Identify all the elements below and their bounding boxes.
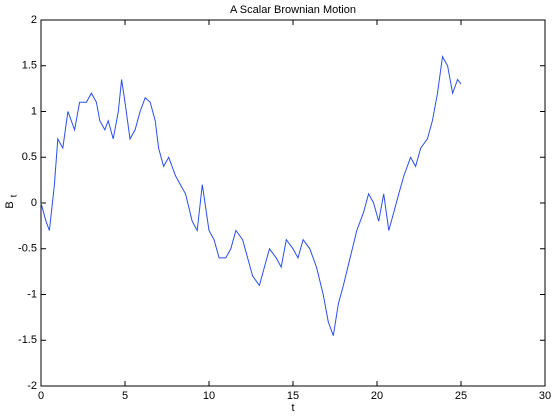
x-tick-label: 30: [539, 390, 551, 402]
plot-area: [40, 19, 546, 387]
y-tick-label: 1.5: [22, 60, 37, 72]
chart-title: A Scalar Brownian Motion: [230, 4, 356, 16]
y-axis-label-sub: t: [8, 194, 18, 197]
x-tick-label: 5: [122, 390, 128, 402]
y-tick-label: -2: [27, 380, 37, 392]
y-tick-label: -0.5: [18, 243, 37, 255]
y-tick-label: 0: [31, 197, 37, 209]
x-tick-label: 20: [371, 390, 383, 402]
line-series: [40, 55, 462, 336]
x-tick-label: 25: [455, 390, 467, 402]
y-tick-label: 2: [31, 14, 37, 26]
x-axis-label: t: [291, 402, 294, 414]
y-axis-label-main: B: [4, 201, 16, 208]
y-tick-label: 1: [31, 105, 37, 117]
x-tick-label: 15: [287, 390, 299, 402]
y-tick-label: -1: [27, 288, 37, 300]
y-tick-label: 0.5: [22, 151, 37, 163]
y-axis-label: B t: [4, 194, 18, 208]
x-tick-label: 0: [38, 390, 44, 402]
x-tick-label: 10: [203, 390, 215, 402]
y-tick-label: -1.5: [18, 334, 37, 346]
